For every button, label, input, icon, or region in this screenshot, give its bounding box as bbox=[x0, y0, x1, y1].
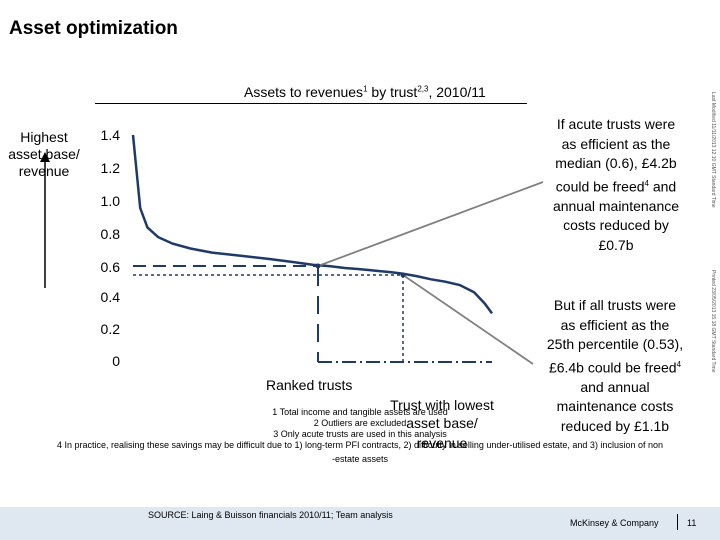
bottom-callout-connector bbox=[402, 274, 534, 365]
sidebar-printed-text: Printed 23/05/2013 15:18 GMT Standard Ti… bbox=[710, 270, 716, 373]
footer-divider bbox=[677, 514, 678, 530]
bottom-callout-line: maintenance costs bbox=[556, 398, 674, 415]
y-axis-arrowhead bbox=[40, 152, 50, 162]
chart-title-sup1: 1 bbox=[363, 84, 368, 94]
footnote-1: 1 Total income and tangible assets are u… bbox=[272, 407, 448, 417]
bottom-callout-text: £6.4b could be freed bbox=[548, 359, 677, 376]
y-tick-label: 0.6 bbox=[100, 259, 120, 275]
footer-bar bbox=[0, 507, 720, 540]
bottom-callout-line: £6.4b could be freed4 bbox=[530, 355, 700, 378]
top-callout-text: and bbox=[648, 178, 677, 195]
footnote-3: 3 Only acute trusts are used in this ana… bbox=[273, 429, 447, 439]
y-tick-label: 0.8 bbox=[100, 226, 120, 242]
y-tick-label: 0.4 bbox=[100, 289, 120, 305]
page-number: 11 bbox=[687, 518, 697, 528]
page-title: Asset optimization bbox=[9, 18, 178, 39]
p25-point bbox=[400, 272, 406, 278]
top-callout-text: could be freed bbox=[555, 178, 645, 195]
y-tick-label: 1.4 bbox=[100, 127, 120, 143]
y-tick-label: 0.2 bbox=[100, 321, 120, 337]
y-axis-title: Highest asset base/ revenue bbox=[6, 129, 82, 180]
bottom-callout-line: and annual bbox=[580, 378, 650, 395]
y-tick-label: 1.0 bbox=[100, 193, 120, 209]
top-callout-connector bbox=[317, 181, 544, 267]
series-line bbox=[131, 134, 494, 315]
top-callout-line: £0.7b bbox=[598, 236, 634, 253]
bottom-callout: But if all trusts were as efficient as t… bbox=[530, 296, 700, 436]
y-axis-title-line2: asset base/ bbox=[8, 146, 80, 162]
footnote-4: 4 In practice, realising these savings m… bbox=[57, 440, 663, 450]
chart-title-tail: , 2010/11 bbox=[428, 84, 486, 100]
chart-title-text: Assets to revenues bbox=[244, 84, 364, 100]
top-callout-line: as efficient as the bbox=[561, 135, 671, 152]
top-callout: If acute trusts were as efficient as the… bbox=[533, 115, 699, 255]
y-axis-title-line1: Highest bbox=[20, 129, 68, 145]
chart-title-sup2: 2,3 bbox=[417, 84, 429, 94]
top-callout-line: could be freed4 and bbox=[533, 174, 699, 197]
chart-title: Assets to revenues1 by trust2,3, 2010/11 bbox=[244, 84, 486, 100]
top-callout-sup: 4 bbox=[644, 178, 649, 188]
top-callout-line: annual maintenance bbox=[552, 197, 680, 214]
trust-lowest-label-1: Trust with lowest bbox=[390, 397, 494, 413]
footnote-4-cont: -estate assets bbox=[331, 454, 389, 464]
bottom-callout-sup: 4 bbox=[676, 359, 682, 369]
top-callout-line: costs reduced by bbox=[563, 217, 669, 234]
bottom-callout-line: reduced by £1.1b bbox=[560, 417, 670, 434]
top-callout-line: median (0.6), £4.2b bbox=[555, 155, 677, 171]
y-tick-label: 0 bbox=[112, 353, 120, 369]
chart-title-mid: by trust bbox=[367, 84, 418, 100]
trust-lowest-label-3: revenue bbox=[416, 435, 468, 451]
y-axis-title-line3: revenue bbox=[18, 163, 70, 179]
median-point bbox=[315, 263, 321, 269]
bottom-callout-line: But if all trusts were bbox=[553, 297, 677, 313]
bottom-callout-line: 25th percentile (0.53), bbox=[546, 336, 684, 352]
top-callout-line: If acute trusts were bbox=[556, 116, 676, 132]
source-note: SOURCE: Laing & Buisson financials 2010/… bbox=[148, 510, 393, 520]
brand-name: McKinsey & Company bbox=[570, 518, 659, 528]
y-tick-label: 1.2 bbox=[100, 160, 120, 176]
x-axis-label: Ranked trusts bbox=[266, 377, 353, 393]
trust-lowest-label-2: asset base/ bbox=[406, 415, 478, 431]
title-rule bbox=[95, 103, 527, 104]
bottom-callout-line: as efficient as the bbox=[560, 316, 670, 333]
sidebar-modified-text: Last Modified 11/11/2013 12:10 GMT Stand… bbox=[710, 92, 716, 208]
footnote-2: 2 Outliers are excluded bbox=[313, 418, 407, 428]
